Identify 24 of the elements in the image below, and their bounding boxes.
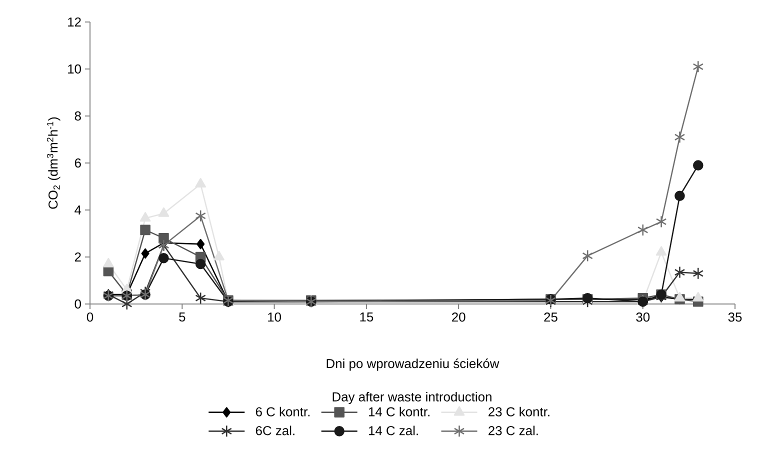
legend-label: 14 C zal. (368, 426, 418, 436)
y-tick-label: 12 (68, 17, 81, 27)
x-tick-label: 35 (728, 312, 742, 322)
legend-label: 6C zal. (256, 426, 294, 436)
legend-label: 6 C kontr. (256, 406, 310, 416)
legend-label: 23 C kontr. (488, 406, 550, 416)
legend-label: 14 C kontr. (368, 406, 430, 416)
x-axis-title: Dni po wprowadzeniu ścieków (326, 358, 500, 371)
text: Day after waste introduction (332, 392, 492, 404)
y-tick-label: 8 (74, 111, 81, 121)
x-tick-label: 5 (179, 312, 186, 322)
x-tick-label: 30 (636, 312, 650, 322)
text: CO$_{2}$ (dm$^{3}$m$^{2}$h$^{-1}$) (46, 117, 60, 209)
x-tick-label: 10 (268, 312, 281, 322)
y-tick-label: 4 (74, 206, 82, 214)
x-tick-label: 0 (86, 312, 94, 322)
y-tick-label: 0 (74, 299, 81, 309)
legend-label: 23 C zal. (488, 426, 538, 436)
y-tick-label: 6 (74, 158, 81, 168)
x-tick-label: 25 (544, 312, 558, 322)
y-tick-label: 2 (74, 252, 81, 262)
y-tick-label: 10 (68, 64, 81, 74)
x-tick-label: 20 (452, 312, 466, 322)
x-tick-label: 15 (360, 312, 374, 322)
